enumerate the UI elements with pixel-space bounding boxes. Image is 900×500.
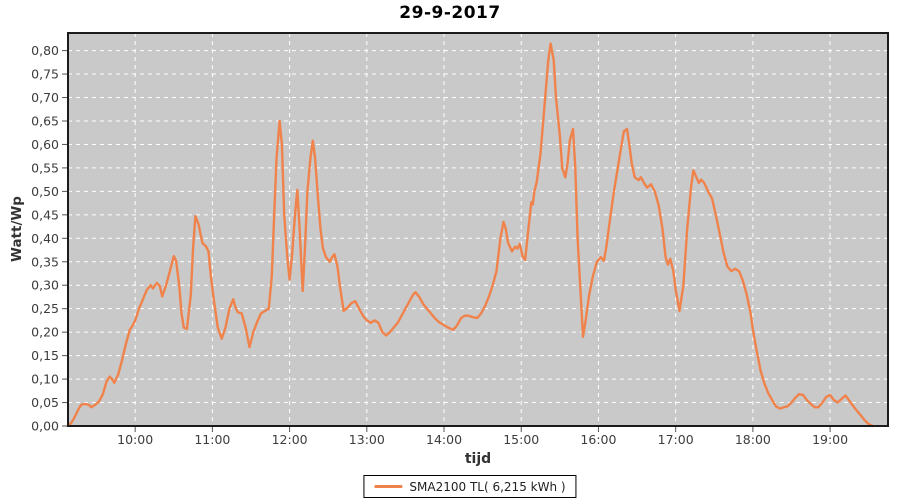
y-tick-label: 0,35: [31, 254, 59, 269]
legend-box: SMA2100 TL( 6,215 kWh ): [363, 475, 577, 498]
x-axis-title: tijd: [464, 451, 492, 467]
y-tick-label: 0,10: [31, 372, 59, 387]
y-tick-label: 0,60: [31, 137, 59, 152]
x-tick-label: 12:00: [272, 432, 308, 447]
y-tick-label: 0,75: [31, 67, 59, 82]
x-tick-label: 17:00: [658, 432, 694, 447]
x-tick-label: 18:00: [735, 432, 771, 447]
y-tick-label: 0,30: [31, 278, 59, 293]
y-tick-label: 0,20: [31, 325, 59, 340]
y-tick-label: 0,45: [31, 207, 59, 222]
plot-area: [68, 33, 888, 426]
x-tick-label: 16:00: [580, 432, 616, 447]
chart-title: 29-9-2017: [399, 3, 501, 23]
x-tick-label: 14:00: [426, 432, 462, 447]
y-tick-label: 0,65: [31, 113, 59, 128]
y-axis-title: Watt/Wp: [9, 196, 25, 262]
y-tick-label: 0,05: [31, 395, 59, 410]
y-tick-label: 0,55: [31, 160, 59, 175]
x-tick-label: 15:00: [503, 432, 539, 447]
x-tick-label: 13:00: [349, 432, 385, 447]
x-tick-label: 11:00: [194, 432, 230, 447]
y-tick-label: 0,70: [31, 90, 59, 105]
plot-frame: [67, 32, 889, 427]
legend-line-swatch: [374, 485, 403, 488]
y-tick-label: 0,40: [31, 231, 59, 246]
x-tick-label: 10:00: [117, 432, 153, 447]
legend-label: SMA2100 TL( 6,215 kWh ): [409, 479, 566, 494]
y-tick-label: 0,80: [31, 43, 59, 58]
y-tick-label: 0,50: [31, 184, 59, 199]
y-tick-label: 0,15: [31, 348, 59, 363]
y-tick-label: 0,25: [31, 301, 59, 316]
series-line: [66, 42, 874, 428]
y-tick-label: 0,00: [31, 419, 59, 434]
x-tick-label: 19:00: [812, 432, 848, 447]
line-chart-canvas: 10:00 11:00 12:00 13:00 14:00 15:00 16:00 17:00…: [31, 32, 889, 447]
